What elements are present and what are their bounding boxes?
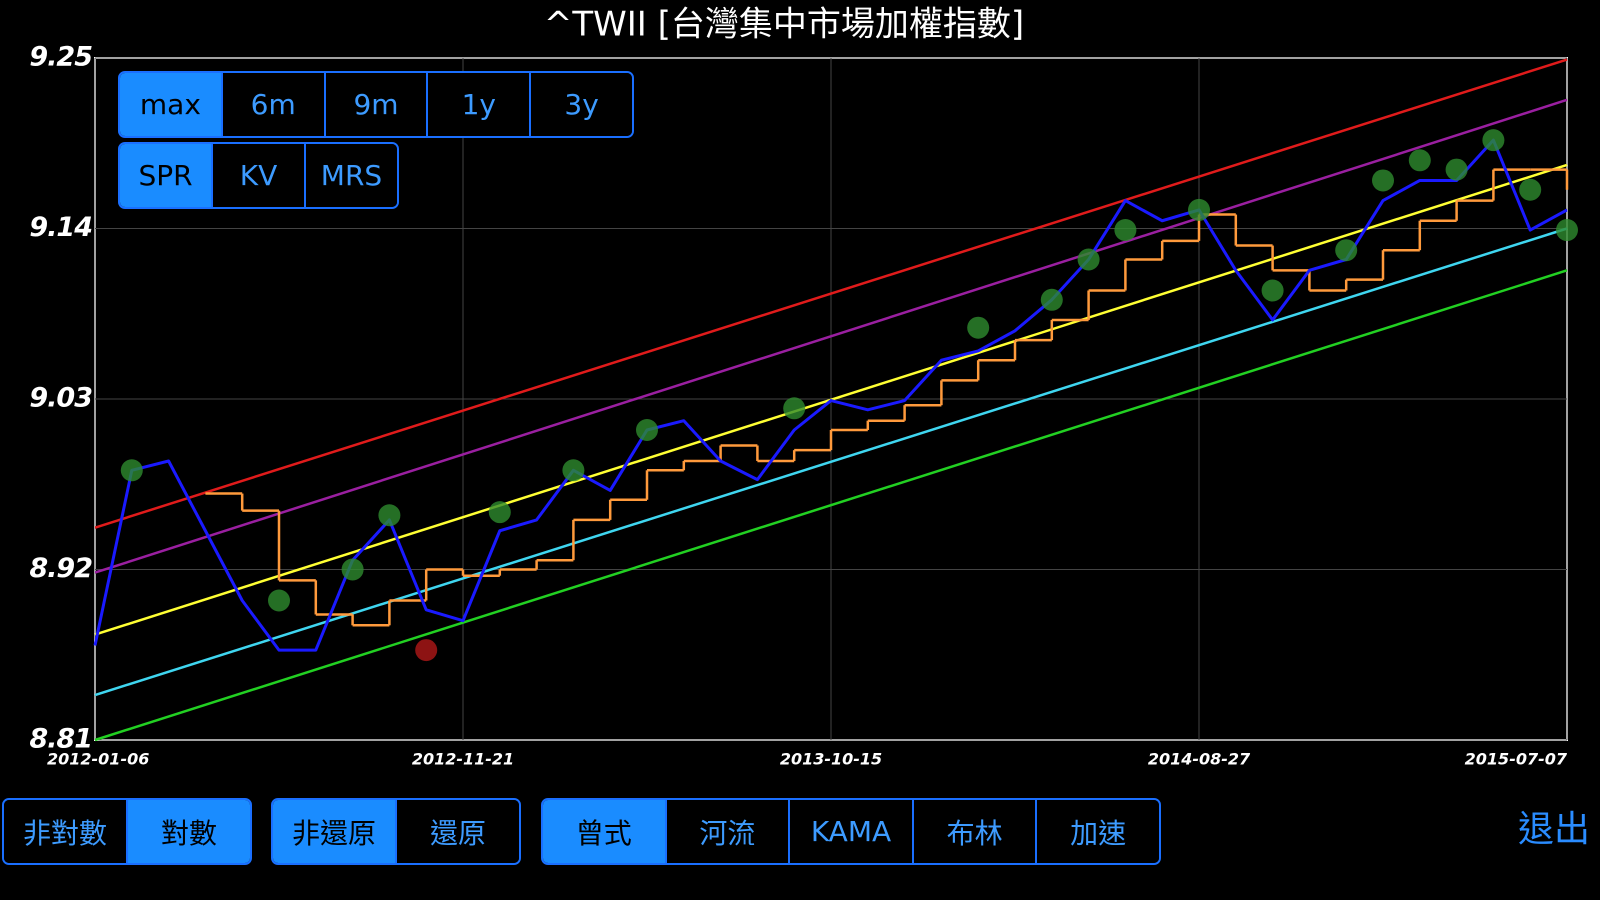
range-button[interactable]: 6m [220,73,324,136]
signal-marker [268,589,290,612]
signal-marker [120,459,143,482]
signal-marker [783,397,806,420]
signal-marker [1519,178,1542,201]
signal-marker [1040,288,1063,311]
signal-marker [562,459,585,482]
price-line [93,138,1568,652]
x-tick-label: 2013-10-15 [780,750,882,769]
scale-group: 非對數 對數 [2,798,252,865]
method-button[interactable]: KAMA [788,800,912,863]
channel-line [94,227,1568,697]
method-button[interactable]: 布林 [911,800,1036,863]
x-tick-label: 2014-08-27 [1148,750,1251,769]
indicator-group: SPR KV MRS [118,142,399,209]
signal-marker [1077,248,1100,271]
signal-marker [1261,279,1284,302]
scale-button[interactable]: 對數 [126,800,250,863]
method-button[interactable]: 河流 [664,800,789,863]
method-button[interactable]: 曾式 [543,800,665,863]
signal-marker [967,316,990,339]
scale-button[interactable]: 非對數 [4,800,126,863]
x-tick-label: 2012-11-21 [412,750,514,769]
signal-marker [378,504,401,527]
x-tick-label: 2012-01-06 [47,750,149,769]
channel-line [94,98,1568,574]
range-button[interactable]: 9m [323,73,427,136]
y-tick-label: 9.03 [29,383,92,414]
method-group: 曾式 河流 KAMA 布林 加速 [541,798,1161,865]
signal-marker [1556,219,1578,242]
signal-marker [488,501,511,524]
y-tick-label: 8.81 [29,724,92,755]
exit-button[interactable]: 退出 [1518,809,1591,850]
range-button[interactable]: 1y [426,73,530,136]
signal-marker [1335,239,1358,262]
indicator-button[interactable]: KV [211,144,304,207]
chart-title: ^TWII [台灣集中市場加權指數] [544,5,1024,45]
channel-line [94,58,1568,529]
signal-marker [1372,169,1394,192]
range-button[interactable]: max [120,73,221,136]
signal-marker [1408,149,1431,172]
signal-marker [341,558,364,581]
signal-marker [1114,219,1137,242]
y-tick-label: 9.14 [29,212,92,243]
adjust-group: 非還原 還原 [271,798,521,865]
method-button[interactable]: 加速 [1035,800,1159,863]
y-tick-label: 9.25 [29,42,92,73]
adjust-button[interactable]: 非還原 [273,800,395,863]
adjust-button[interactable]: 還原 [395,800,519,863]
x-tick-label: 2015-07-07 [1465,750,1568,769]
signal-marker [1188,198,1210,221]
signal-marker [415,639,438,662]
signal-marker [1482,129,1505,152]
y-tick-label: 8.92 [29,553,92,584]
indicator-button[interactable]: SPR [120,144,211,207]
indicator-button[interactable]: MRS [304,144,397,207]
range-group: max 6m 9m 1y 3y [118,71,634,138]
channel-line [94,269,1568,742]
range-button[interactable]: 3y [529,73,632,136]
signal-marker [1445,158,1468,181]
signal-marker [636,419,658,441]
